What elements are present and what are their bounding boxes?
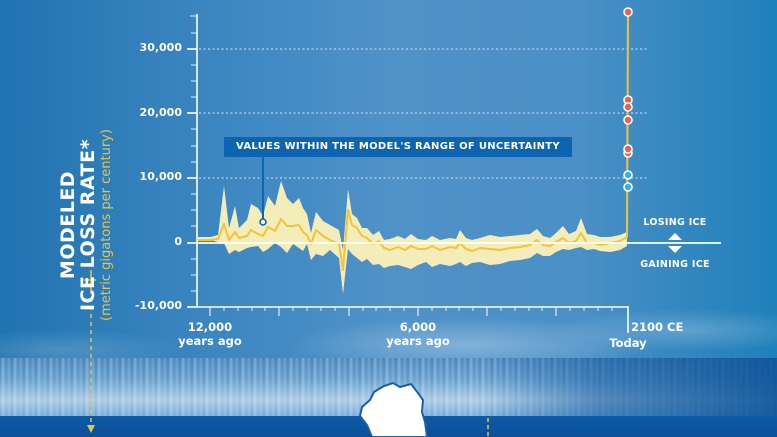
y-title-line2: ICE LOSS RATE* [77,138,99,312]
y-axis [187,14,198,308]
y-tick-neg-10000: -10,000 [134,299,182,312]
y-tick-10000: 10,000 [139,170,182,183]
greenland-icon [358,381,429,437]
projection-dot-blue [623,170,633,180]
x-axis [197,306,629,333]
losing-ice-label: LOSING ICE [643,217,707,228]
y-tick-20000: 20,000 [139,106,182,119]
x-label-unit: years ago [386,334,450,348]
x-label-2100ce: 2100 CE [631,320,684,334]
y-title-units: (metric gigatons per century) [99,129,114,321]
projection-dot-red [623,115,633,125]
x-label-12000: 12,000 years ago [170,320,250,348]
y-tick-0: 0 [174,235,182,248]
x-label-6000: 6,000 years ago [378,320,458,348]
uncertainty-band [198,181,627,294]
median-line [198,9,629,271]
arrow-down-icon [668,246,682,253]
callout-pointer [259,157,267,226]
projection-dot-blue [623,182,633,192]
projection-dot-red [623,7,633,17]
projection-dot-red [623,102,633,112]
gridlines [199,48,648,179]
y-title-bracket [84,270,96,425]
x-label-value: 6,000 [399,320,437,334]
y-axis-title: MODELED ICE LOSS RATE* (metric gigatons … [57,95,116,355]
x-label-value: 12,000 [187,320,233,334]
x-label-today: Today [609,336,647,350]
x-label-unit: years ago [178,334,242,348]
projection-dot-red [623,144,633,154]
arrow-up-icon [668,233,682,240]
uncertainty-callout: VALUES WITHIN THE MODEL'S RANGE OF UNCER… [224,137,572,157]
gaining-ice-label: GAINING ICE [640,259,710,270]
y-tick-30000: 30,000 [139,41,182,54]
y-title-line1: MODELED [57,170,79,280]
projection-markers [623,7,633,192]
dashed-arrow-down-icon [87,425,95,433]
